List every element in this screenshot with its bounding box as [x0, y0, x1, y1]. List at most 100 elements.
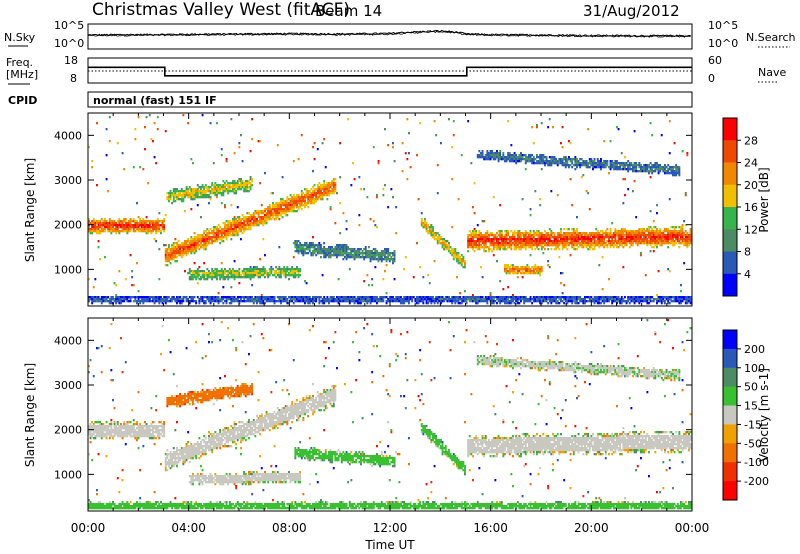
freq-line	[88, 66, 692, 77]
heatmap-cell	[121, 222, 124, 225]
heatmap-cell	[107, 228, 110, 231]
heatmap-cell	[312, 194, 314, 197]
heatmap-cell	[518, 234, 521, 237]
heatmap-cell	[340, 250, 343, 253]
heatmap-cell	[342, 252, 345, 255]
heatmap-cell	[512, 298, 514, 301]
heatmap-cell	[518, 242, 521, 245]
heatmap-cell	[204, 246, 207, 249]
heatmap-cell	[374, 296, 377, 299]
heatmap-cell	[609, 140, 612, 143]
heatmap-cell	[478, 234, 481, 237]
heatmap-cell	[172, 244, 175, 247]
heatmap-cell	[289, 272, 292, 275]
heatmap-cell	[395, 300, 398, 303]
heatmap-cell	[374, 248, 377, 251]
heatmap-cell	[499, 154, 502, 157]
heatmap-cell	[112, 220, 114, 223]
heatmap-cell	[227, 182, 230, 185]
heatmap-cell	[443, 238, 446, 241]
heatmap-cell	[598, 232, 601, 235]
heatmap-cell	[523, 154, 526, 157]
heatmap-cell	[531, 238, 534, 241]
heatmap-cell	[360, 300, 362, 303]
heatmap-cell	[536, 124, 538, 127]
heatmap-cell	[520, 240, 522, 243]
heatmap-cell	[128, 230, 130, 233]
heatmap-cell	[318, 242, 321, 245]
heatmap-cell	[379, 298, 382, 301]
heatmap-cell	[427, 226, 430, 229]
heatmap-cell	[115, 226, 118, 229]
heatmap-cell	[251, 274, 254, 277]
heatmap-cell	[169, 256, 172, 259]
heatmap-cell	[652, 246, 655, 249]
heatmap-cell	[184, 252, 186, 255]
heatmap-cell	[368, 254, 370, 257]
heatmap-cell	[382, 278, 385, 281]
heatmap-cell	[264, 214, 266, 217]
heatmap-cell	[307, 246, 310, 249]
heatmap-cell	[291, 266, 294, 269]
heatmap-cell	[112, 224, 114, 227]
heatmap-cell	[569, 142, 572, 145]
heatmap-cell	[268, 270, 271, 273]
heatmap-cell	[635, 168, 638, 171]
heatmap-cell	[313, 158, 316, 161]
heatmap-cell	[246, 184, 249, 187]
heatmap-cell	[512, 154, 514, 157]
heatmap-cell	[512, 158, 514, 161]
heatmap-cell	[507, 266, 510, 269]
heatmap-cell	[473, 296, 476, 299]
heatmap-cell	[609, 168, 612, 171]
heatmap-cell	[291, 274, 294, 277]
heatmap-cell	[296, 194, 298, 197]
heatmap-cell	[278, 298, 281, 301]
heatmap-cell	[347, 246, 350, 249]
heatmap-cell	[300, 196, 303, 199]
heatmap-cell	[193, 246, 196, 249]
heatmap-cell	[243, 188, 246, 191]
heatmap-cell	[505, 156, 508, 159]
heatmap-cell	[155, 222, 158, 225]
heatmap-cell	[576, 216, 578, 219]
heatmap-cell	[361, 254, 364, 257]
heatmap-cell	[345, 258, 348, 261]
heatmap-cell	[339, 300, 342, 303]
heatmap-cell	[219, 230, 222, 233]
heatmap-cell	[296, 198, 298, 201]
heatmap-cell	[281, 270, 284, 273]
heatmap-cell	[646, 168, 649, 171]
heatmap-cell	[454, 296, 457, 299]
heatmap-cell	[472, 300, 474, 303]
heatmap-cell	[257, 298, 260, 301]
heatmap-cell	[289, 210, 292, 213]
heatmap-cell	[185, 250, 188, 253]
heatmap-cell	[395, 232, 398, 235]
heatmap-cell	[233, 192, 236, 195]
heatmap-cell	[176, 250, 178, 253]
heatmap-cell	[529, 296, 532, 299]
heatmap-cell	[305, 296, 308, 299]
heatmap-cell	[216, 274, 218, 277]
heatmap-cell	[140, 226, 143, 229]
heatmap-cell	[236, 274, 239, 277]
heatmap-cell	[219, 300, 222, 303]
heatmap-cell	[288, 274, 290, 277]
heatmap-cell	[96, 220, 98, 223]
heatmap-cell	[233, 228, 236, 231]
heatmap-cell	[518, 160, 521, 163]
heatmap-cell	[651, 168, 654, 171]
heatmap-cell	[648, 228, 650, 231]
heatmap-cell	[172, 196, 175, 199]
heatmap-cell	[225, 232, 228, 235]
heatmap-cell	[220, 298, 223, 301]
heatmap-cell	[499, 238, 502, 241]
heatmap-cell	[96, 230, 98, 233]
heatmap-cell	[142, 230, 145, 233]
heatmap-cell	[217, 270, 220, 273]
heatmap-cell	[472, 206, 474, 209]
heatmap-cell	[374, 298, 377, 301]
heatmap-cell	[240, 224, 242, 227]
heatmap-cell	[512, 294, 514, 297]
